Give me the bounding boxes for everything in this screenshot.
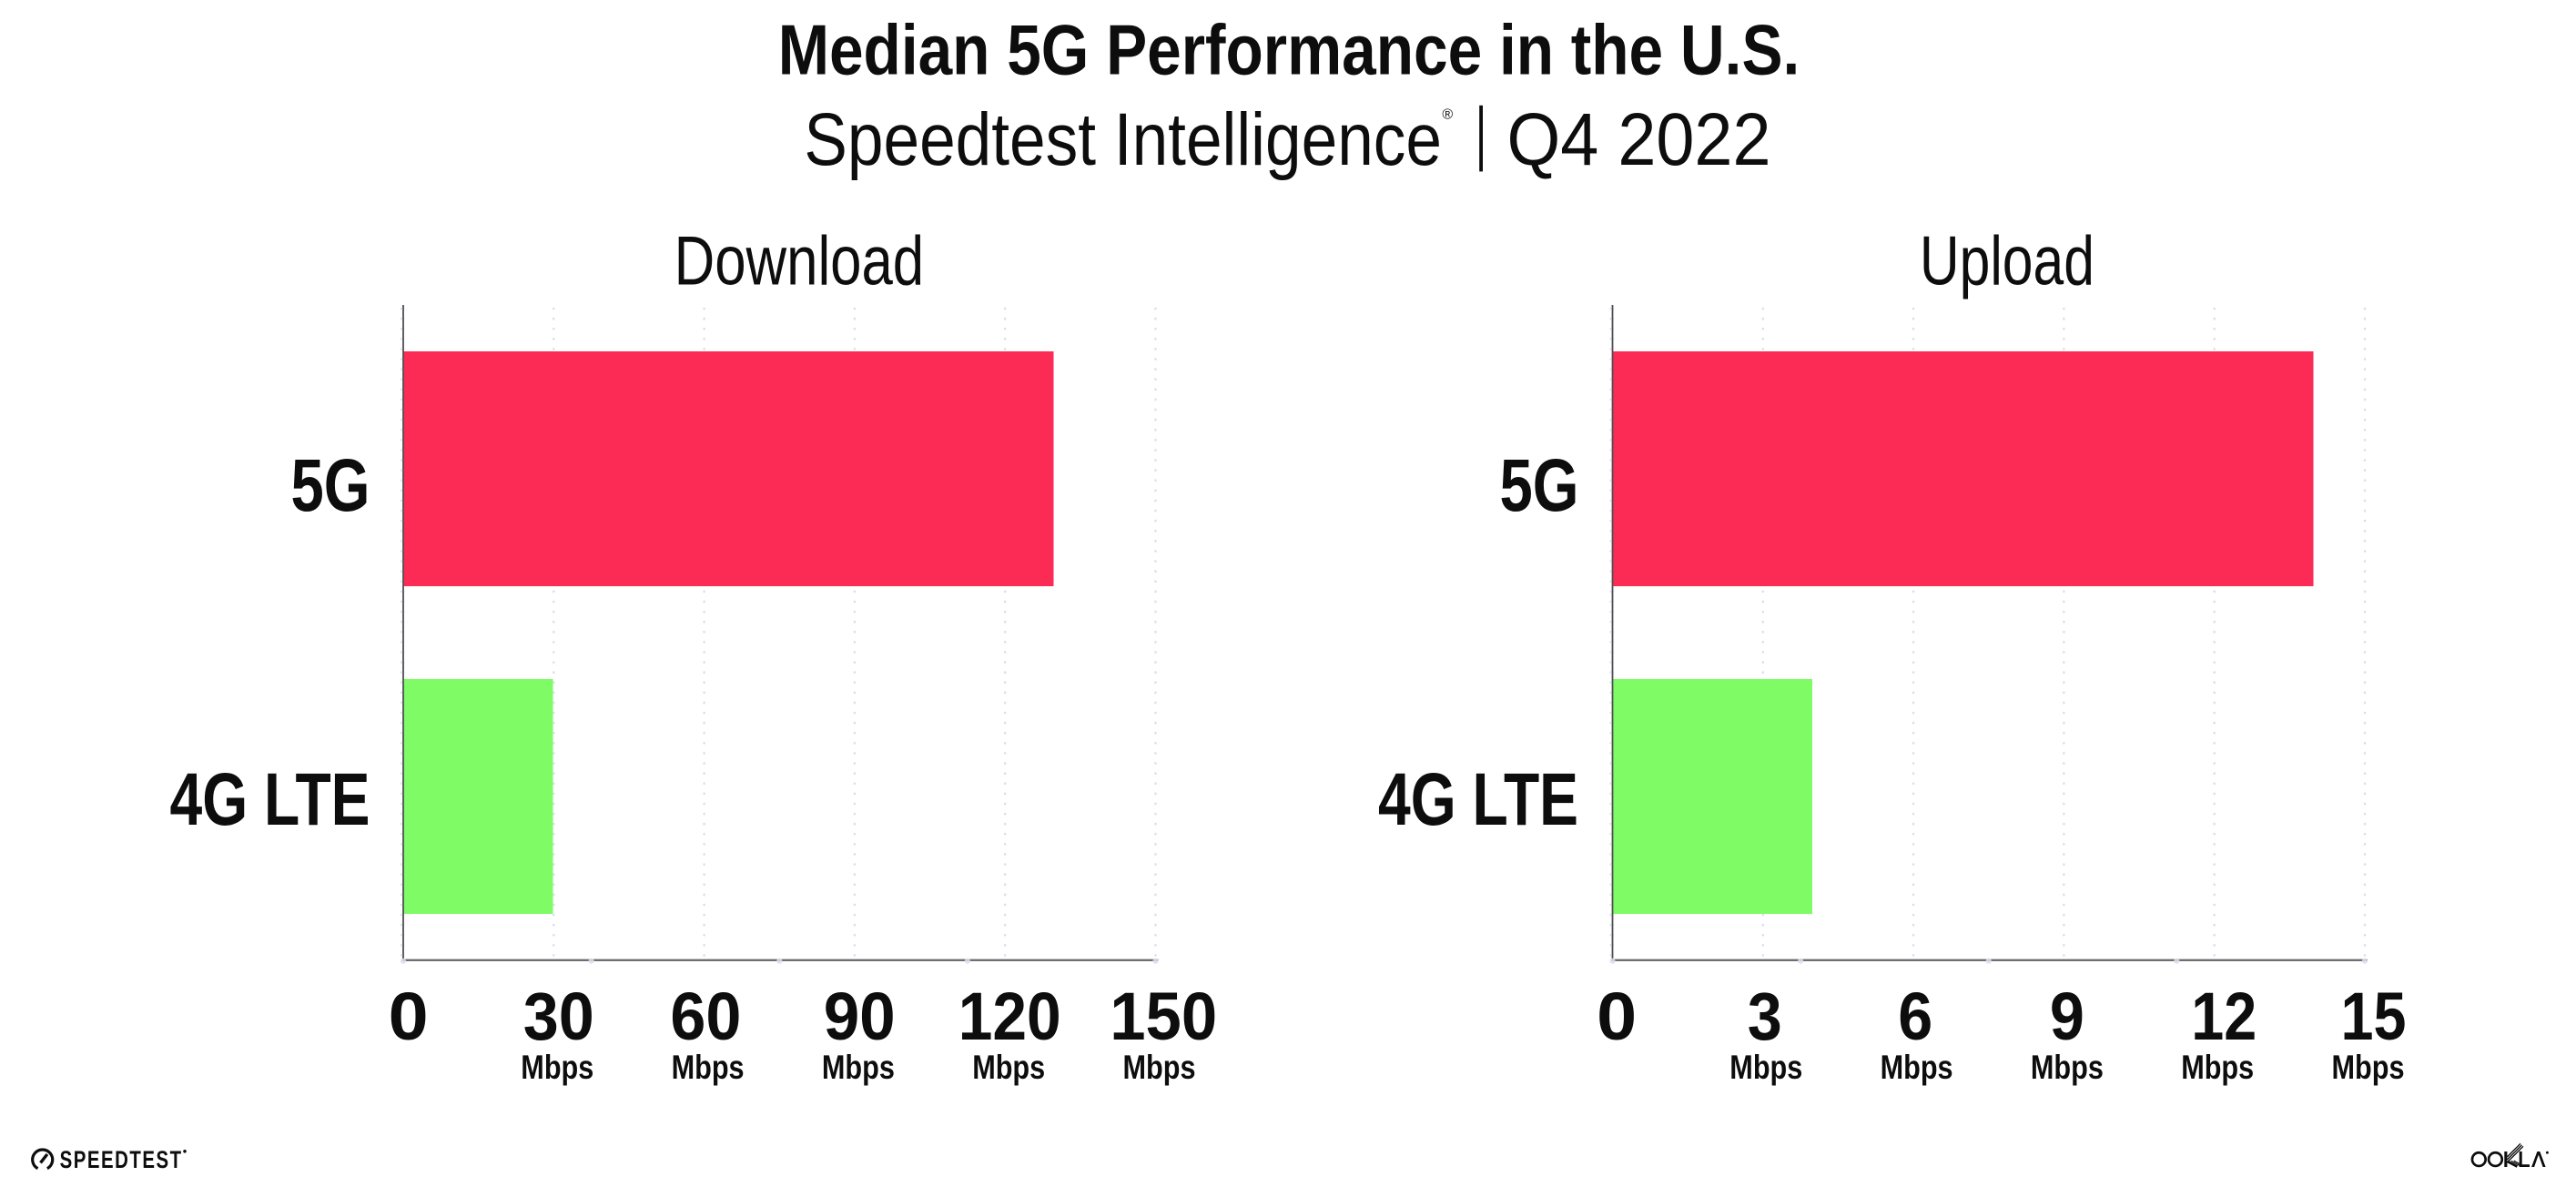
svg-text:15: 15 [2341,979,2407,1054]
svg-text:Median 5G Performance in the U: Median 5G Performance in the U.S. [778,12,1800,90]
svg-text:Mbps: Mbps [1123,1049,1196,1086]
svg-text:Mbps: Mbps [2031,1049,2104,1086]
svg-text:®: ® [1442,107,1453,123]
svg-text:Mbps: Mbps [972,1049,1045,1086]
svg-text:Q4 2022: Q4 2022 [1507,98,1771,181]
svg-text:Mbps: Mbps [672,1049,745,1086]
svg-text:5G: 5G [291,444,370,527]
svg-text:4G LTE: 4G LTE [1378,758,1578,841]
svg-text:6: 6 [1898,979,1932,1054]
svg-text:3: 3 [1748,979,1782,1054]
svg-text:12: 12 [2191,979,2257,1054]
svg-text:90: 90 [824,979,896,1054]
svg-text:Speedtest Intelligence: Speedtest Intelligence [804,98,1442,181]
svg-text:Mbps: Mbps [1729,1049,1802,1086]
svg-text:Mbps: Mbps [2332,1049,2405,1086]
svg-text:0: 0 [389,979,429,1054]
svg-text:Download: Download [674,223,925,300]
svg-text:4G LTE: 4G LTE [170,758,370,841]
svg-text:Upload: Upload [1920,223,2094,300]
svg-text:Mbps: Mbps [822,1049,895,1086]
svg-text:SPEEDTEST: SPEEDTEST [60,1146,183,1173]
svg-text:5G: 5G [1500,444,1579,527]
svg-text:9: 9 [2050,979,2084,1054]
svg-text:120: 120 [958,979,1061,1054]
svg-text:Mbps: Mbps [2181,1049,2254,1086]
svg-text:150: 150 [1110,979,1217,1054]
svg-text:60: 60 [670,979,741,1054]
svg-text:Mbps: Mbps [521,1049,593,1086]
svg-text:30: 30 [523,979,594,1054]
svg-text:0: 0 [1597,979,1637,1054]
svg-text:Mbps: Mbps [1881,1049,1953,1086]
